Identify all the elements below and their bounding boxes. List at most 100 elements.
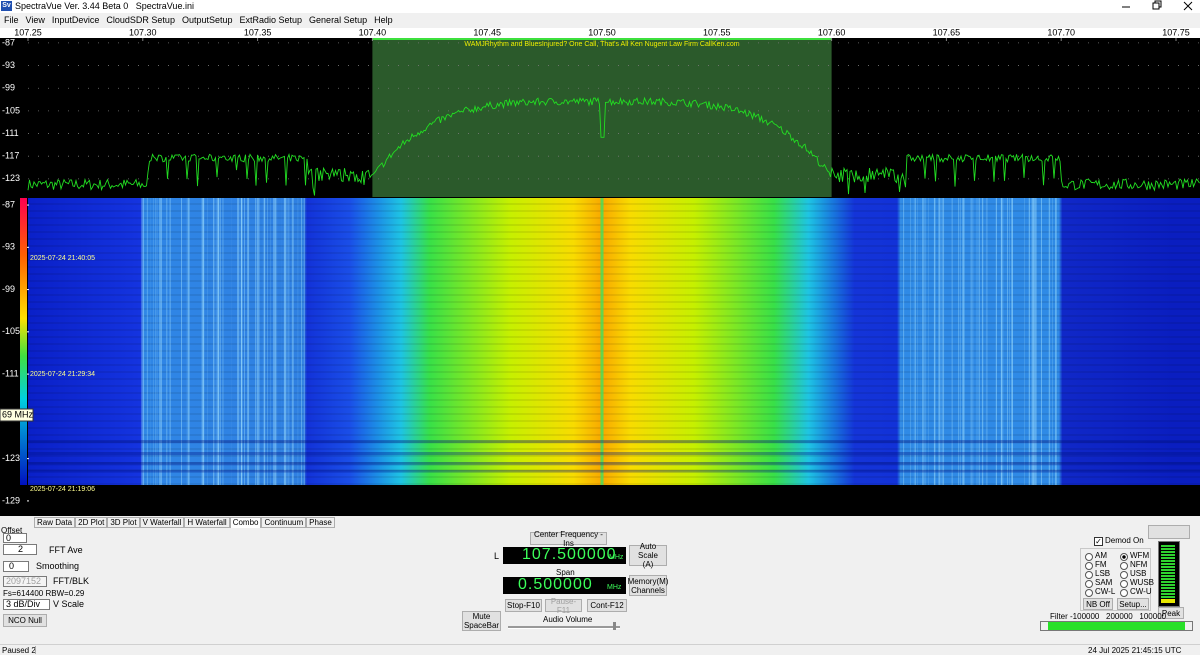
nb-button[interactable]: NB Off — [1083, 598, 1113, 610]
span-display[interactable] — [503, 577, 626, 594]
x-tick-label: 107.75 — [1162, 28, 1190, 37]
frequency-unit: MHz — [609, 554, 624, 561]
filter-label: Filter -100000 200000 100000 — [1050, 612, 1167, 621]
timestamp: 2025-07-24 21:19:06 — [30, 486, 95, 493]
blank-button[interactable] — [1148, 525, 1190, 539]
freq-axis-bg — [0, 28, 1200, 38]
mode-radio[interactable] — [1120, 571, 1128, 579]
cont-button[interactable]: Cont-F12 — [587, 599, 627, 612]
frequency-display[interactable] — [503, 547, 626, 564]
tab[interactable]: Combo — [229, 517, 262, 528]
tab[interactable]: 3D Plot — [107, 517, 140, 528]
mode-radio[interactable] — [1120, 553, 1128, 561]
marker-label: 69 MHz — [2, 409, 34, 419]
y-tick-label: -117 — [2, 151, 19, 161]
demod-checkbox[interactable]: ✓ — [1094, 537, 1103, 546]
filter-right-arrow[interactable] — [1185, 622, 1192, 630]
menu-item[interactable]: Help — [374, 15, 393, 25]
fft-ave-box[interactable]: 2 — [3, 544, 37, 555]
demod-label: Demod On — [1105, 536, 1144, 545]
signal-meter-peak — [1161, 599, 1175, 603]
mode-label: LSB — [1095, 569, 1111, 578]
mode-radio[interactable] — [1085, 589, 1093, 597]
title-bar — [0, 0, 1200, 13]
setup-button[interactable]: Setup... — [1117, 598, 1149, 610]
window-controls[interactable] — [1110, 0, 1200, 13]
mute-button[interactable]: Mute SpaceBar — [462, 611, 501, 631]
status-right: 24 Jul 2025 21:45:15 UTC — [1088, 646, 1182, 655]
mode-label: SAM — [1095, 578, 1113, 587]
mode-radio[interactable] — [1085, 562, 1093, 570]
fft-ave-label: FFT Ave — [49, 545, 83, 555]
peak-button[interactable]: Peak — [1158, 607, 1184, 619]
mode-label: NFM — [1130, 560, 1148, 569]
memory-button[interactable]: Memory(M) Channels — [627, 575, 669, 596]
color-scale-label: -87 — [2, 199, 15, 209]
menu-item[interactable]: File — [4, 15, 19, 25]
smoothing-box[interactable]: 0 — [3, 561, 29, 572]
mode-label: CW-U — [1130, 587, 1152, 596]
mode-radio[interactable] — [1120, 562, 1128, 570]
timestamp: 2025-07-24 21:40:05 — [30, 255, 95, 262]
mode-label: USB — [1130, 569, 1147, 578]
filter-left-arrow[interactable] — [1041, 622, 1048, 630]
x-tick-label: 107.40 — [359, 28, 387, 37]
y-tick-label: -111 — [2, 128, 19, 138]
vscale-box[interactable]: 3 dB/Div — [3, 599, 50, 610]
status-divider — [35, 646, 36, 654]
mode-radio[interactable] — [1120, 589, 1128, 597]
color-scale-label: -105 — [2, 326, 20, 336]
mode-label: WFM — [1130, 551, 1150, 560]
menu-item[interactable]: InputDevice — [51, 15, 100, 25]
x-tick-label: 107.65 — [933, 28, 961, 37]
mode-label: AM — [1095, 551, 1107, 560]
tab[interactable]: Continuum — [261, 517, 307, 528]
waterfall-band — [28, 462, 1200, 466]
mode-radio[interactable] — [1085, 571, 1093, 579]
span-label: Span — [556, 568, 575, 577]
stop-button[interactable]: Stop-F10 — [505, 599, 542, 612]
signal-meter-fill — [1161, 544, 1175, 598]
menu-item[interactable]: View — [25, 15, 45, 25]
color-scale-label: -123 — [2, 453, 20, 463]
nco-null-button[interactable]: NCO Null — [3, 614, 47, 627]
tab[interactable]: Raw Data — [34, 517, 76, 528]
timestamp: 2025-07-24 21:29:34 — [30, 371, 95, 378]
tab[interactable]: Phase — [306, 517, 335, 528]
tab[interactable]: V Waterfall — [139, 517, 185, 528]
mode-group: AM WFM FM NFM LSB USB SAM WUSB CW-L CW-U — [1080, 548, 1154, 611]
offset-box[interactable]: 0 — [3, 533, 27, 543]
audio-volume-label: Audio Volume — [543, 615, 593, 624]
window-title: SpectraVue Ver. 3.44 Beta 0 SpectraVue.i… — [15, 1, 194, 11]
x-tick-label: 107.70 — [1047, 28, 1075, 37]
color-bar — [20, 198, 27, 485]
tab[interactable]: H Waterfall — [184, 517, 230, 528]
marker-box — [0, 408, 34, 422]
x-tick-label: 107.45 — [473, 28, 501, 37]
audio-volume-thumb[interactable] — [613, 622, 616, 630]
filter-highlight — [372, 38, 832, 197]
waterfall-carrier — [600, 198, 604, 485]
auto-scale-button[interactable]: Auto Scale (A) — [629, 542, 667, 569]
menu-item[interactable]: CloudSDR Setup — [106, 15, 175, 25]
center-frequency-button[interactable]: Center Frequency - Ins — [530, 530, 607, 548]
status-left: Paused 2 — [2, 646, 36, 655]
frequency-value: 107.500000 — [522, 546, 617, 563]
tab[interactable]: 2D Plot — [75, 517, 108, 528]
mode-radio[interactable] — [1120, 580, 1128, 588]
waterfall-band — [28, 470, 1200, 473]
offset-label: Offset — [1, 526, 23, 535]
span-value: 0.500000 — [518, 576, 593, 593]
menu-item[interactable]: OutputSetup — [181, 15, 233, 25]
filter-bar[interactable] — [1040, 621, 1193, 631]
audio-volume-slider[interactable] — [508, 626, 620, 629]
mode-radio[interactable] — [1085, 553, 1093, 561]
menu-item[interactable]: ExtRadio Setup — [239, 15, 303, 25]
mode-label: FM — [1095, 560, 1107, 569]
span-unit: MHz — [607, 584, 622, 591]
y-tick-label: -123 — [2, 173, 20, 183]
menu-item[interactable]: General Setup — [309, 15, 368, 25]
app-icon: Sv — [1, 1, 12, 11]
mode-radio[interactable] — [1085, 580, 1093, 588]
x-tick-label: 107.50 — [588, 28, 616, 37]
